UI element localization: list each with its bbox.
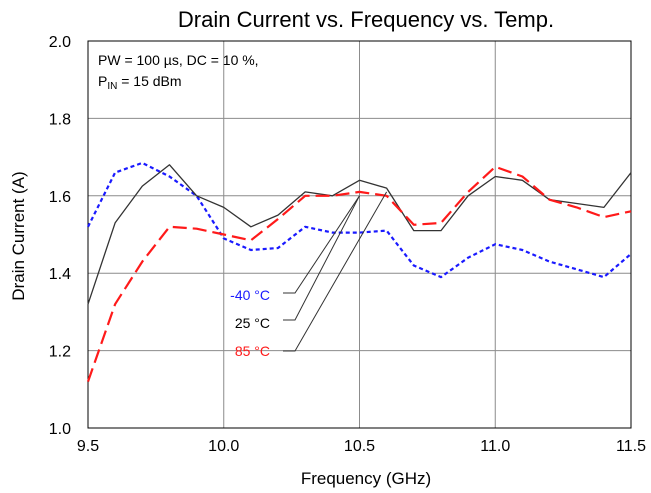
x-tick-label: 11.5 [616, 438, 646, 455]
annotation-p: P [98, 73, 107, 89]
y-axis-label: Drain Current (A) [9, 171, 28, 300]
annotation-line-1: PW = 100 µs, DC = 10 %, [98, 52, 259, 68]
y-tick-label: 1.2 [49, 344, 71, 361]
y-tick-label: 1.0 [49, 421, 71, 438]
y-tick-label: 1.6 [49, 189, 71, 206]
legend-leader-line [283, 195, 360, 294]
legend-leader-line [283, 191, 388, 352]
legend-leader-lines [283, 191, 388, 352]
x-tick-labels: 9.5 10.0 10.5 11.0 11.5 [77, 438, 646, 455]
x-tick-label: 10.5 [344, 438, 375, 455]
legend-label: 85 °C [235, 343, 270, 359]
x-tick-label: 11.0 [480, 438, 510, 455]
legend: -40 °C 25 °C 85 °C [230, 287, 270, 359]
legend-leader-line [283, 195, 360, 321]
x-axis-label: Frequency (GHz) [301, 469, 431, 488]
y-tick-labels: 1.0 1.2 1.4 1.6 1.8 2.0 [49, 34, 71, 438]
annotation-suffix: = 15 dBm [117, 73, 181, 89]
x-tick-label: 9.5 [77, 438, 99, 455]
series-line-3 [86, 165, 632, 382]
annotation-line-2: PIN = 15 dBm [98, 73, 182, 92]
y-tick-label: 2.0 [49, 34, 71, 51]
annotation-subscript: IN [107, 81, 117, 92]
series-line-1 [87, 161, 632, 279]
y-tick-label: 1.4 [49, 266, 71, 283]
chart-title: Drain Current vs. Frequency vs. Temp. [178, 7, 554, 32]
plot-frame [87, 40, 632, 429]
y-tick-label: 1.8 [49, 111, 71, 128]
legend-label: -40 °C [230, 287, 270, 303]
legend-label: 25 °C [235, 315, 270, 331]
series-layer [86, 161, 632, 382]
x-tick-label: 10.0 [208, 438, 239, 455]
